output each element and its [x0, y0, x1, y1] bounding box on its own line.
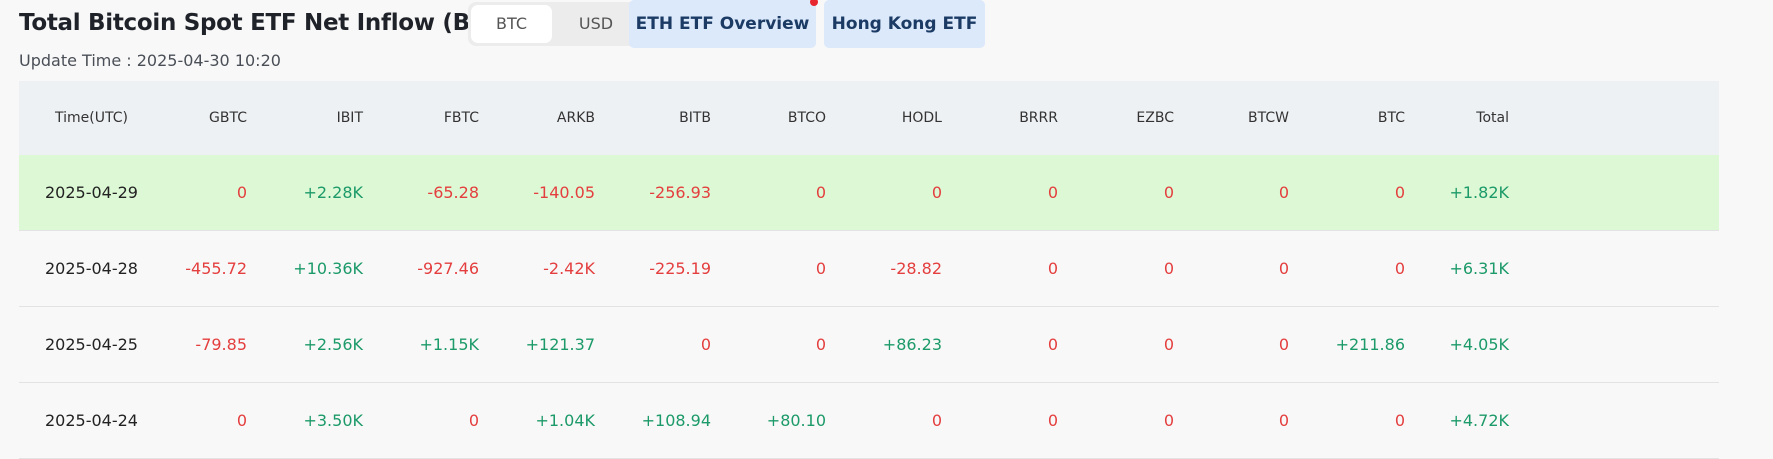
eth-etf-overview-link[interactable]: ETH ETF Overview	[629, 0, 816, 48]
column-header: ARKB	[556, 110, 595, 126]
flow-cell: -256.93	[649, 183, 711, 202]
flow-cell: -927.46	[417, 259, 479, 278]
flow-cell: +80.10	[766, 411, 826, 430]
column-header: Total	[1476, 110, 1509, 126]
flow-cell: +1.15K	[419, 335, 479, 354]
column-header: EZBC	[1136, 110, 1174, 126]
flow-cell: 0	[1047, 411, 1058, 430]
flow-cell: -2.42K	[543, 259, 595, 278]
flow-cell: 0	[1394, 183, 1405, 202]
flow-cell: 0	[1047, 183, 1058, 202]
flow-cell: -140.05	[533, 183, 595, 202]
flow-cell: 0	[931, 183, 942, 202]
flow-cell: 0	[931, 411, 942, 430]
unit-usd-button[interactable]: USD	[578, 14, 614, 33]
flow-cell: 0	[815, 259, 826, 278]
flow-cell: +4.05K	[1449, 335, 1509, 354]
table-header-row: Time(UTC) GBTC IBIT FBTC ARKB BITB BTCO HODL BRR…	[19, 81, 1719, 155]
flow-cell: +6.31K	[1449, 259, 1509, 278]
column-header: BITB	[679, 110, 711, 126]
page-title: Total Bitcoin Spot ETF Net Inflow (BTC)	[19, 10, 513, 36]
flow-cell: +2.56K	[303, 335, 363, 354]
flow-cell: -455.72	[185, 259, 247, 278]
flow-cell: 0	[1394, 259, 1405, 278]
flow-cell: 0	[1278, 411, 1289, 430]
date-cell: 2025-04-28	[45, 259, 138, 278]
etf-flow-table: Time(UTC) GBTC IBIT FBTC ARKB BITB BTCO HODL BRR…	[19, 81, 1719, 459]
flow-cell: 0	[815, 335, 826, 354]
flow-cell: 0	[1278, 183, 1289, 202]
flow-cell: 0	[1163, 335, 1174, 354]
column-header: BTCW	[1248, 110, 1289, 126]
date-cell: 2025-04-29	[45, 183, 138, 202]
flow-cell: -79.85	[195, 335, 247, 354]
flow-cell: +10.36K	[293, 259, 363, 278]
flow-cell: 0	[1278, 259, 1289, 278]
flow-cell: 0	[1047, 335, 1058, 354]
flow-cell: -28.82	[890, 259, 942, 278]
column-header: BTCO	[787, 110, 826, 126]
update-time: Update Time : 2025-04-30 10:20	[19, 51, 281, 70]
flow-cell: -225.19	[649, 259, 711, 278]
flow-cell: 0	[1047, 259, 1058, 278]
flow-cell: 0	[1163, 183, 1174, 202]
column-header: HODL	[901, 110, 942, 126]
table-row[interactable]: 2025-04-25 -79.85 +2.56K +1.15K +121.37 0 0 +86…	[19, 307, 1719, 383]
flow-cell: +108.94	[641, 411, 711, 430]
flow-cell: 0	[1163, 259, 1174, 278]
flow-cell: +1.82K	[1449, 183, 1509, 202]
date-cell: 2025-04-24	[45, 411, 138, 430]
flow-cell: 0	[236, 183, 247, 202]
flow-cell: +211.86	[1335, 335, 1405, 354]
flow-cell: +3.50K	[303, 411, 363, 430]
flow-cell: +4.72K	[1449, 411, 1509, 430]
table-row[interactable]: 2025-04-28 -455.72 +10.36K -927.46 -2.42K -22…	[19, 231, 1719, 307]
flow-cell: 0	[700, 335, 711, 354]
column-header: IBIT	[336, 110, 363, 126]
flow-cell: +121.37	[525, 335, 595, 354]
column-header: Time(UTC)	[55, 110, 128, 126]
flow-cell: +1.04K	[535, 411, 595, 430]
unit-toggle: BTC USD	[468, 2, 640, 46]
table-row[interactable]: 2025-04-29 0 +2.28K -65.28 -140.05 -256.93 0 0 0…	[19, 155, 1719, 231]
flow-cell: +2.28K	[303, 183, 363, 202]
unit-btc-button[interactable]: BTC	[471, 5, 552, 43]
flow-cell: 0	[236, 411, 247, 430]
flow-cell: 0	[468, 411, 479, 430]
column-header: BRRR	[1019, 110, 1058, 126]
flow-cell: +86.23	[882, 335, 942, 354]
date-cell: 2025-04-25	[45, 335, 138, 354]
column-header: BTC	[1377, 110, 1405, 126]
flow-cell: 0	[1278, 335, 1289, 354]
notification-dot	[810, 0, 818, 6]
table-row[interactable]: 2025-04-24 0 +3.50K 0 +1.04K +108.94 +80.10 0 0 0…	[19, 383, 1719, 459]
column-header: FBTC	[443, 110, 479, 126]
column-header: GBTC	[209, 110, 247, 126]
hong-kong-etf-link[interactable]: Hong Kong ETF	[824, 0, 985, 48]
flow-cell: 0	[1394, 411, 1405, 430]
page-header: Total Bitcoin Spot ETF Net Inflow (BTC) …	[19, 0, 1759, 80]
flow-cell: 0	[1163, 411, 1174, 430]
flow-cell: 0	[815, 183, 826, 202]
flow-cell: -65.28	[427, 183, 479, 202]
